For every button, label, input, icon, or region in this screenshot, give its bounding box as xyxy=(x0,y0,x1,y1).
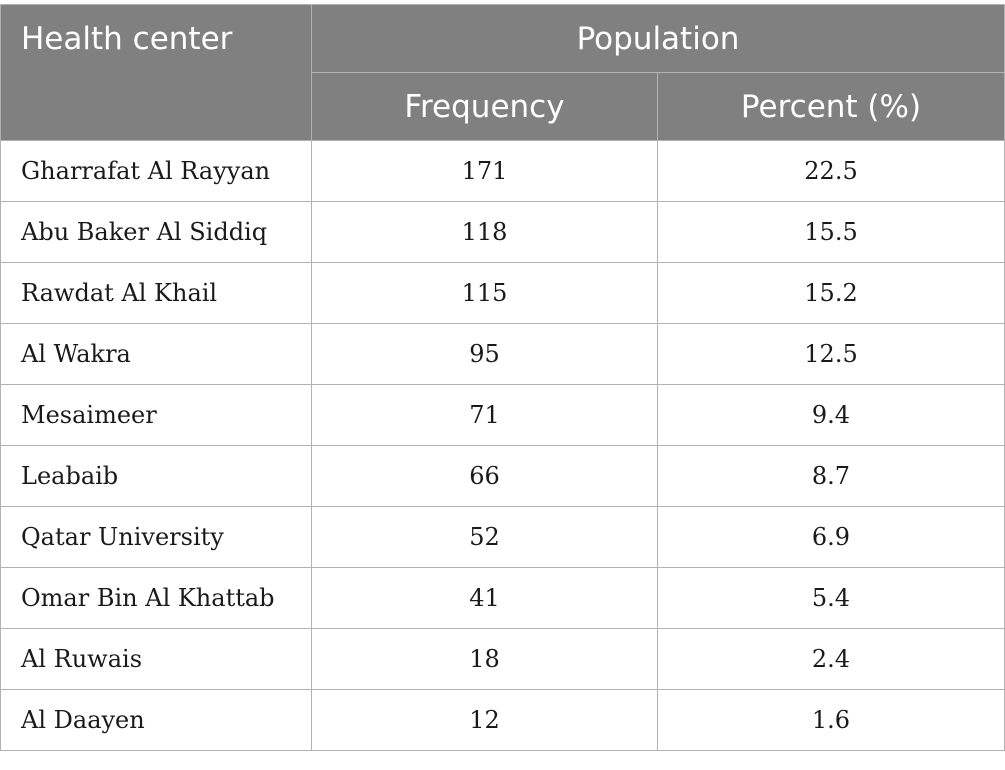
frequency-cell: 95 xyxy=(311,323,658,385)
population-header: Population xyxy=(311,4,1005,73)
table-row: Rawdat Al Khail 115 15.2 xyxy=(0,262,1005,324)
percent-cell: 15.2 xyxy=(657,262,1005,324)
table-row: Mesaimeer 71 9.4 xyxy=(0,384,1005,446)
table-row: Al Daayen 12 1.6 xyxy=(0,689,1005,751)
health-center-cell: Qatar University xyxy=(0,506,312,568)
frequency-header: Frequency xyxy=(311,72,658,141)
frequency-cell: 41 xyxy=(311,567,658,629)
percent-cell: 5.4 xyxy=(657,567,1005,629)
health-center-cell: Mesaimeer xyxy=(0,384,312,446)
health-center-cell: Al Daayen xyxy=(0,689,312,751)
health-center-cell: Omar Bin Al Khattab xyxy=(0,567,312,629)
population-table: Health center Population Frequency Perce… xyxy=(0,4,1005,751)
frequency-cell: 18 xyxy=(311,628,658,690)
table-row: Abu Baker Al Siddiq 118 15.5 xyxy=(0,201,1005,263)
health-center-header: Health center xyxy=(0,4,312,141)
frequency-cell: 52 xyxy=(311,506,658,568)
percent-cell: 12.5 xyxy=(657,323,1005,385)
percent-header: Percent (%) xyxy=(657,72,1005,141)
percent-cell: 9.4 xyxy=(657,384,1005,446)
table-header: Health center Population Frequency Perce… xyxy=(0,4,1005,141)
frequency-cell: 115 xyxy=(311,262,658,324)
health-center-cell: Abu Baker Al Siddiq xyxy=(0,201,312,263)
table-row: Omar Bin Al Khattab 41 5.4 xyxy=(0,567,1005,629)
percent-cell: 6.9 xyxy=(657,506,1005,568)
table-row: Gharrafat Al Rayyan 171 22.5 xyxy=(0,140,1005,202)
health-center-cell: Al Ruwais xyxy=(0,628,312,690)
percent-cell: 1.6 xyxy=(657,689,1005,751)
health-center-cell: Al Wakra xyxy=(0,323,312,385)
percent-cell: 2.4 xyxy=(657,628,1005,690)
table-row: Al Wakra 95 12.5 xyxy=(0,323,1005,385)
table-body: Gharrafat Al Rayyan 171 22.5 Abu Baker A… xyxy=(0,140,1005,751)
frequency-cell: 71 xyxy=(311,384,658,446)
health-center-cell: Gharrafat Al Rayyan xyxy=(0,140,312,202)
percent-cell: 8.7 xyxy=(657,445,1005,507)
frequency-cell: 171 xyxy=(311,140,658,202)
table-row: Qatar University 52 6.9 xyxy=(0,506,1005,568)
frequency-cell: 118 xyxy=(311,201,658,263)
table-row: Al Ruwais 18 2.4 xyxy=(0,628,1005,690)
frequency-cell: 66 xyxy=(311,445,658,507)
percent-cell: 22.5 xyxy=(657,140,1005,202)
frequency-cell: 12 xyxy=(311,689,658,751)
table-row: Leabaib 66 8.7 xyxy=(0,445,1005,507)
health-center-cell: Rawdat Al Khail xyxy=(0,262,312,324)
percent-cell: 15.5 xyxy=(657,201,1005,263)
health-center-cell: Leabaib xyxy=(0,445,312,507)
